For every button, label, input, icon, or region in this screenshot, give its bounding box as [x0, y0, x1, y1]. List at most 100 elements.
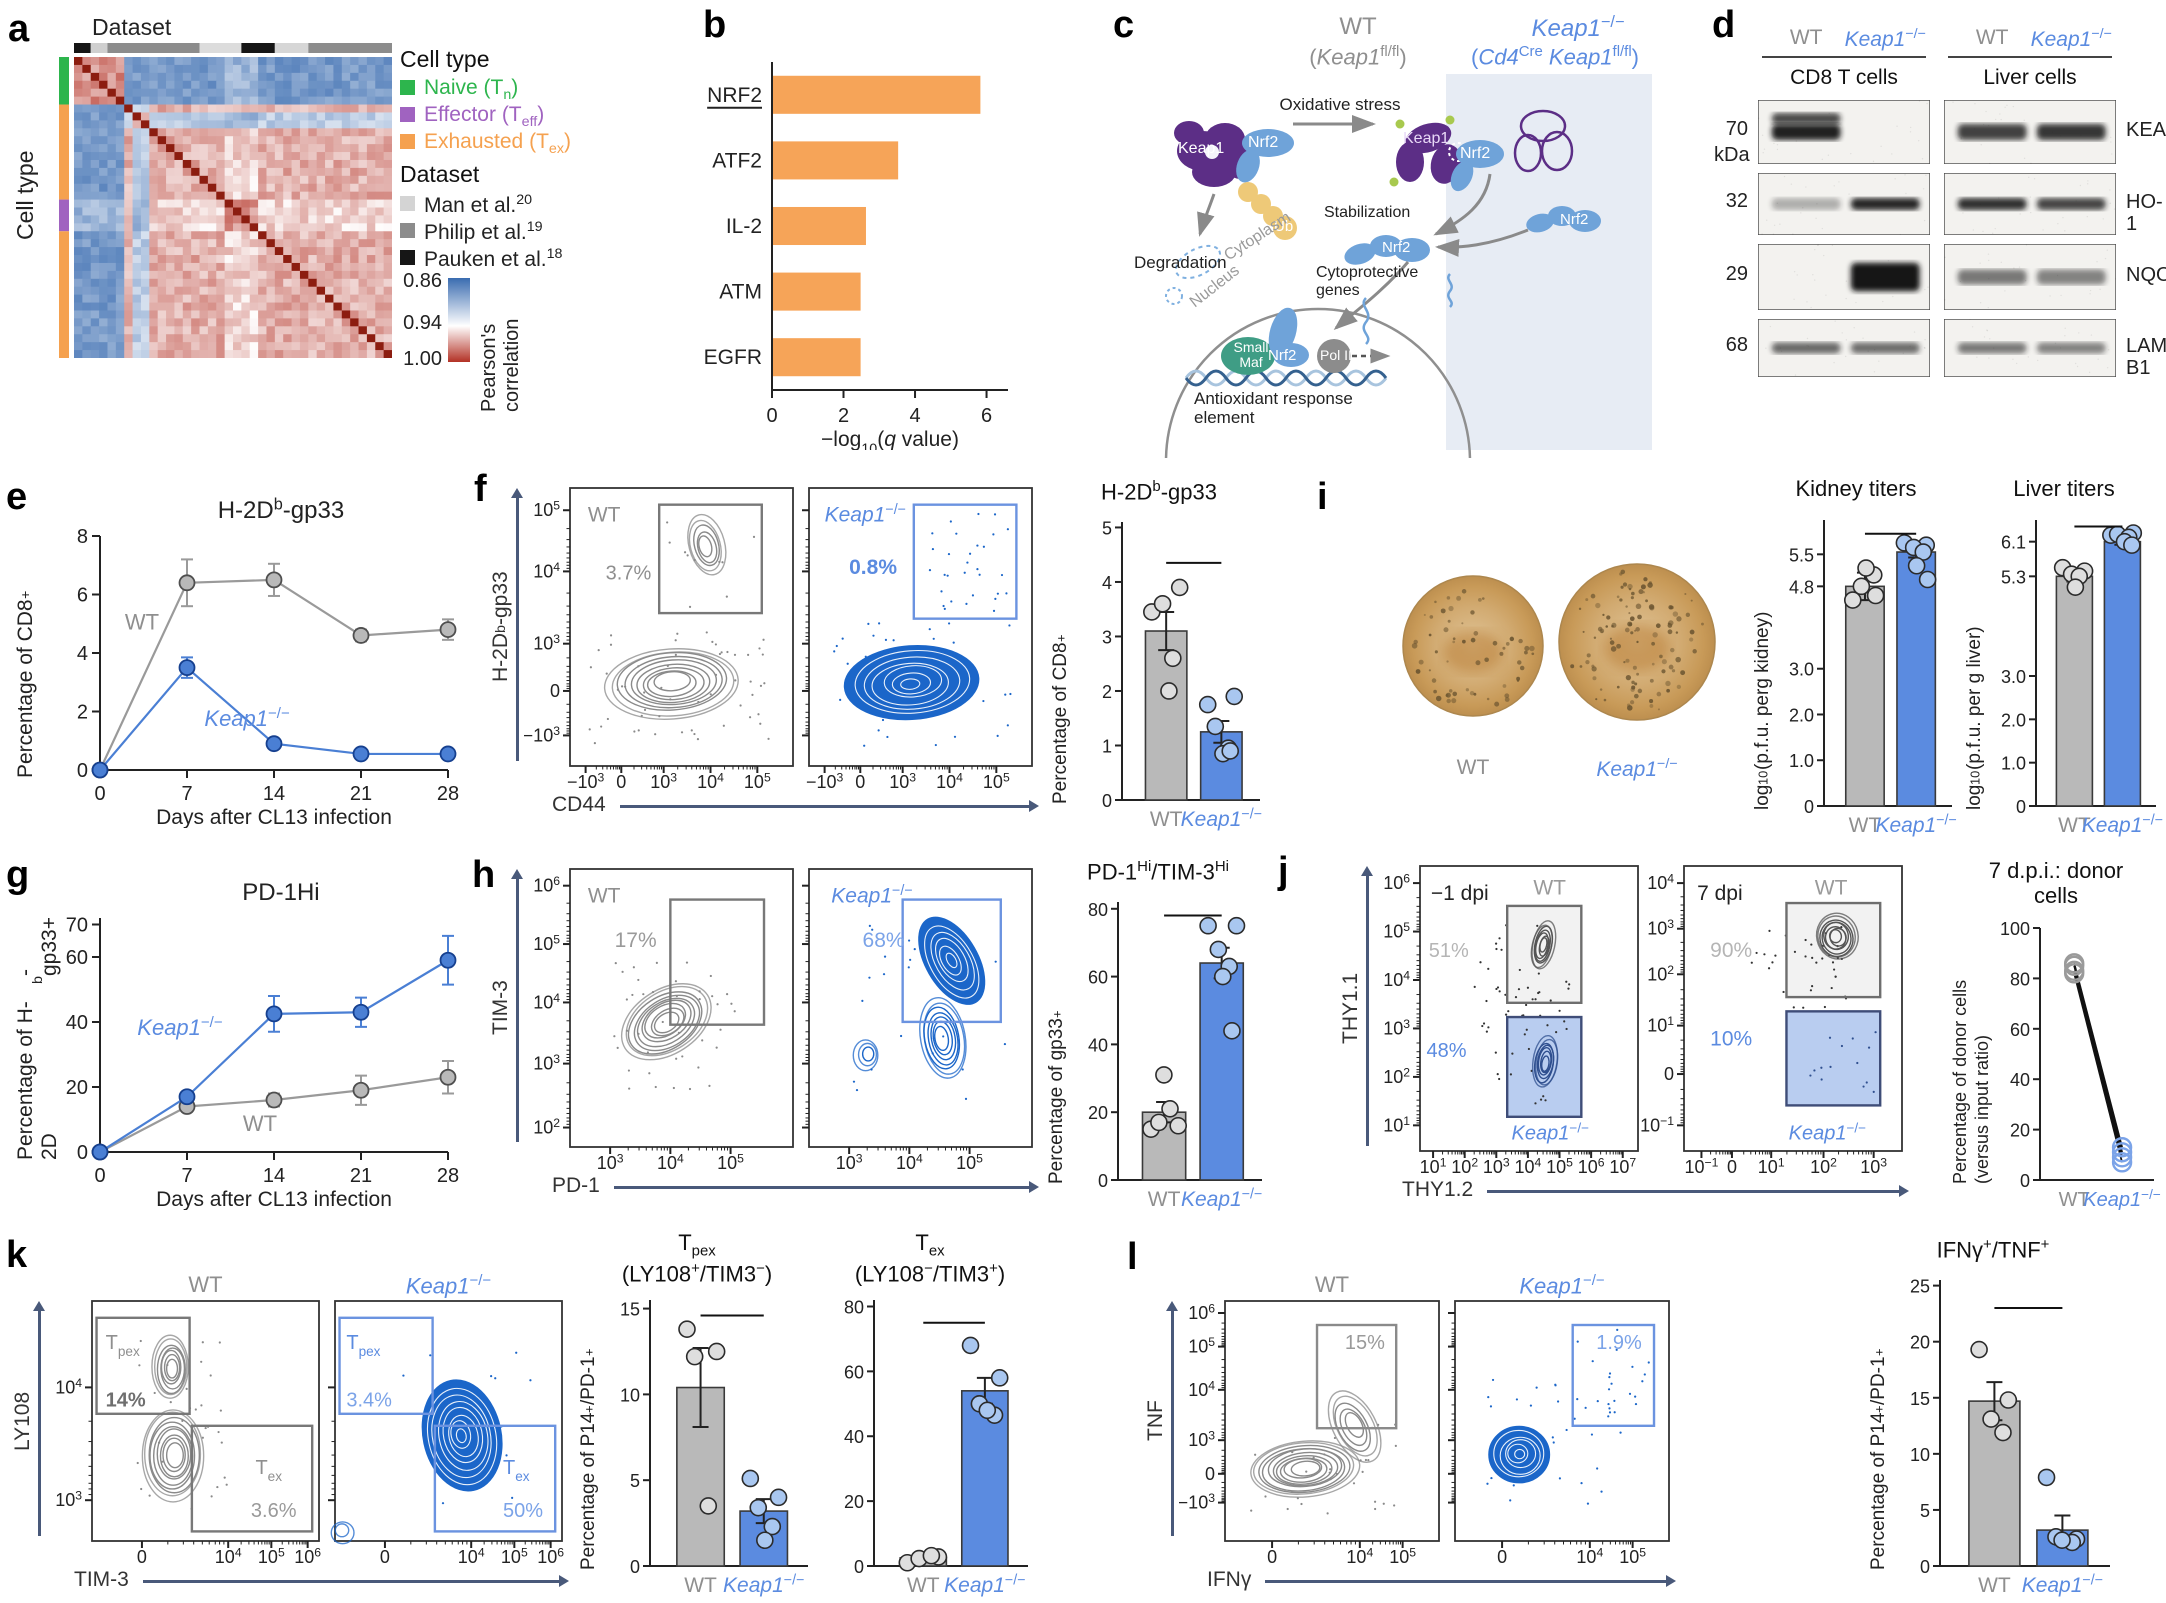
- scatter-dot: [1607, 1402, 1610, 1406]
- heatmap-cell: [174, 80, 184, 90]
- blot-noise: [1974, 103, 1976, 105]
- heatmap-cell: [216, 334, 226, 343]
- contour-ring: [900, 678, 921, 690]
- x-tick-label: 21: [350, 783, 372, 805]
- heatmap-cell: [166, 350, 175, 359]
- heatmap-cell: [308, 302, 318, 311]
- heatmap-cell: [258, 144, 267, 153]
- heatmap-cell: [207, 278, 217, 288]
- heatmap-cell: [74, 159, 83, 169]
- chart-title: Liver titers: [2013, 476, 2115, 501]
- data-point: [1994, 1423, 2012, 1442]
- tim3-pd1-flow-plots: TIM-3 106 105 104 103 102 103 104 105 WT 17% 103 104…: [489, 868, 1039, 1206]
- heatmap-cell: [74, 175, 83, 185]
- scatter-dot: [1479, 961, 1482, 964]
- protein-band: [1957, 342, 2027, 354]
- y-tick-label: 0: [1102, 791, 1112, 811]
- heatmap-cell: [74, 294, 83, 303]
- heatmap-cell: [308, 104, 318, 113]
- x-tick-label: 0: [94, 783, 105, 805]
- heatmap-cell: [375, 104, 385, 113]
- heatmap-cell: [82, 128, 92, 137]
- heatmap-cell: [258, 88, 267, 98]
- heatmap-cell: [274, 223, 284, 232]
- heatmap-cell: [233, 350, 242, 359]
- heatmap-cell: [366, 262, 376, 272]
- scatter-dot: [1872, 1090, 1875, 1093]
- plaque-spot: [1655, 623, 1661, 629]
- blot-noise: [1815, 217, 1817, 220]
- heatmap-cell: [274, 128, 284, 137]
- heatmap-cell: [249, 310, 259, 319]
- heatmap-cell: [124, 72, 133, 82]
- plaque-spot: [1440, 608, 1446, 614]
- heatmap-cell: [74, 247, 83, 256]
- heatmap-cell: [216, 326, 226, 335]
- heatmap-cell: [74, 183, 83, 193]
- heatmap-cell: [140, 104, 150, 113]
- heatmap-cell: [383, 136, 393, 145]
- heatmap-cell: [375, 120, 385, 129]
- data-point: [922, 1546, 941, 1565]
- flow-label: Keap1−/−: [1789, 1120, 1867, 1144]
- scatter-dot: [996, 734, 999, 737]
- scatter-dot: [749, 680, 752, 683]
- plaque-spot: [1628, 612, 1631, 615]
- y-tick-label: 40: [2010, 1070, 2030, 1090]
- blot-noise: [2028, 176, 2030, 179]
- plaque-spot: [1637, 614, 1642, 620]
- chart-title: Tpex (LY108+/TIM3−): [621, 1230, 773, 1286]
- heatmap-cell: [274, 112, 284, 121]
- heatmap-cell: [216, 167, 226, 177]
- heatmap-cell: [316, 326, 326, 335]
- scatter-dot: [642, 993, 645, 996]
- scatter-dot: [852, 1080, 856, 1083]
- gate: [1315, 1323, 1398, 1430]
- scatter-dot: [855, 1088, 859, 1092]
- heatmap-cell: [115, 120, 125, 129]
- heatmap-cell: [99, 334, 108, 343]
- plaque-spot: [1462, 639, 1466, 644]
- y-tick-label: 106: [1188, 1302, 1215, 1324]
- heatmap-cell: [115, 64, 125, 74]
- data-point: [265, 1091, 283, 1109]
- heatmap-cell: [132, 64, 142, 74]
- heatmap-cell: [74, 286, 83, 296]
- heatmap-cell: [249, 342, 259, 351]
- heatmap-cell: [174, 199, 184, 208]
- contour-ring: [1275, 1455, 1333, 1486]
- heatmap-cell: [274, 334, 284, 343]
- y-tick-label: 10−1: [1640, 1114, 1674, 1136]
- contour-ring: [603, 648, 739, 720]
- heatmap-cell: [115, 191, 125, 200]
- heatmap-cell: [90, 207, 100, 216]
- contour-ring: [1514, 1448, 1526, 1460]
- heatmap-cell: [366, 334, 376, 343]
- heatmap-cell: [316, 350, 326, 359]
- heatmap-cell: [291, 318, 301, 327]
- heatmap-cell: [308, 262, 318, 272]
- plaque-spot: [1629, 616, 1635, 622]
- scatter-dot: [963, 571, 966, 574]
- pol2-shape: [1317, 339, 1351, 373]
- data-point: [2111, 1142, 2133, 1163]
- heatmap-cell: [341, 294, 351, 303]
- heatmap-cell: [82, 326, 92, 335]
- heatmap-cell: [249, 183, 259, 193]
- heatmap-cell: [341, 270, 351, 280]
- heatmap-cell: [90, 152, 100, 161]
- protein-band: [1771, 124, 1841, 140]
- plaque-spot: [1689, 629, 1695, 635]
- blot-noise: [1962, 212, 1964, 214]
- heatmap-cell: [199, 318, 209, 327]
- x-axis-label: TIM-3: [74, 1568, 129, 1591]
- heatmap-cell: [266, 159, 276, 169]
- heatmap-cell: [224, 247, 234, 256]
- plaque-spot: [1648, 581, 1652, 585]
- heatmap-cell: [157, 96, 167, 105]
- heatmap-cell: [325, 80, 334, 90]
- x-axis-label: Days after CL13 infection: [156, 1188, 392, 1210]
- scatter-dot: [633, 730, 636, 733]
